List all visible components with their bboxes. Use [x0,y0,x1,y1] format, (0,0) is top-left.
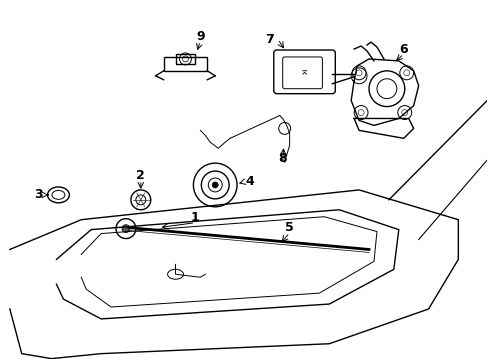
Text: ⌅: ⌅ [299,68,308,78]
Text: 3: 3 [34,188,43,201]
Text: 5: 5 [285,221,293,234]
Text: 9: 9 [196,30,204,42]
Text: 7: 7 [265,33,274,46]
Text: 6: 6 [399,42,407,55]
Circle shape [122,225,130,233]
Text: 4: 4 [245,175,254,189]
Text: 8: 8 [278,152,286,165]
Circle shape [212,182,218,188]
Text: 2: 2 [136,168,145,181]
Text: 1: 1 [191,211,200,224]
